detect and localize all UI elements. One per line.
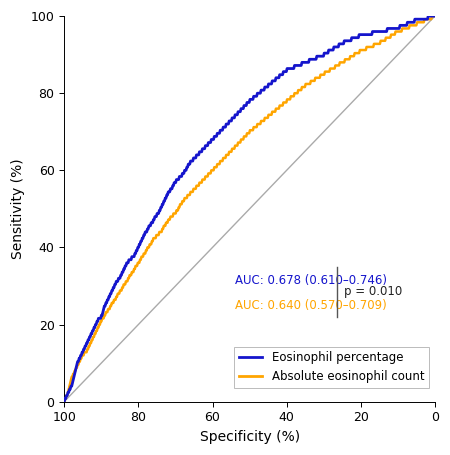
Text: AUC: 0.640 (0.570–0.709): AUC: 0.640 (0.570–0.709) bbox=[235, 299, 387, 312]
Legend: Eosinophil percentage, Absolute eosinophil count: Eosinophil percentage, Absolute eosinoph… bbox=[234, 347, 429, 388]
X-axis label: Specificity (%): Specificity (%) bbox=[199, 430, 300, 444]
Y-axis label: Sensitivity (%): Sensitivity (%) bbox=[11, 158, 25, 259]
Text: p = 0.010: p = 0.010 bbox=[344, 285, 402, 298]
Text: AUC: 0.678 (0.610–0.746): AUC: 0.678 (0.610–0.746) bbox=[235, 273, 387, 287]
